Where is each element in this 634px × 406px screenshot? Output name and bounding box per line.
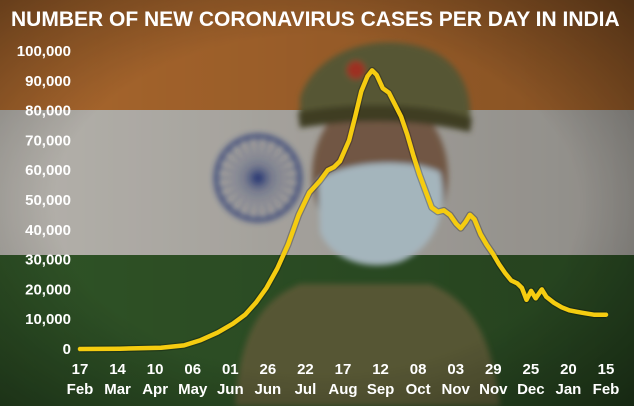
x-tick-day: 15 [598, 361, 615, 378]
x-tick-day: 08 [410, 361, 427, 378]
x-tick-month: Feb [593, 381, 620, 398]
x-tick-day: 17 [72, 361, 89, 378]
y-tick-label: 50,000 [25, 192, 71, 209]
x-tick-month: Jan [555, 381, 581, 398]
x-tick-month: Aug [328, 381, 357, 398]
y-tick-label: 30,000 [25, 252, 71, 269]
x-tick-day: 26 [260, 361, 277, 378]
chart-title: NUMBER OF NEW CORONAVIRUS CASES PER DAY … [11, 8, 620, 31]
x-tick-month: Oct [406, 381, 431, 398]
y-tick-label: 20,000 [25, 281, 71, 298]
x-tick-day: 06 [184, 361, 201, 378]
y-tick-label: 80,000 [25, 103, 71, 120]
x-tick-month: Feb [67, 381, 94, 398]
y-axis: 0 10,000 20,000 30,000 40,000 50,000 60,000 70,… [17, 43, 71, 358]
x-tick-day: 29 [485, 361, 502, 378]
y-tick-label: 70,000 [25, 132, 71, 149]
y-tick-label: 60,000 [25, 162, 71, 179]
x-tick-month: Nov [442, 381, 471, 398]
x-tick-day: 01 [222, 361, 239, 378]
y-tick-label: 40,000 [25, 222, 71, 239]
x-tick-month: Sep [367, 381, 395, 398]
x-tick-month: Dec [517, 381, 545, 398]
x-tick-day: 25 [523, 361, 540, 378]
x-tick-month: Jul [295, 381, 317, 398]
series-line-new-cases [77, 68, 609, 352]
x-tick-day: 12 [372, 361, 389, 378]
y-tick-label: 100,000 [17, 43, 71, 60]
x-tick-month: Nov [479, 381, 508, 398]
x-tick-month: Jun [217, 381, 244, 398]
y-tick-label: 0 [63, 341, 71, 358]
x-tick-month: Jun [255, 381, 282, 398]
x-tick-day: 17 [335, 361, 352, 378]
x-tick-day: 10 [147, 361, 164, 378]
x-axis: 17 Feb 14 Mar 10 Apr 06 May 01 Jun 26 Jun 22 Jul 17 Aug… [67, 361, 620, 398]
x-tick-month: Mar [104, 381, 131, 398]
x-tick-day: 03 [447, 361, 464, 378]
x-tick-day: 22 [297, 361, 314, 378]
y-tick-label: 10,000 [25, 311, 71, 328]
x-tick-day: 20 [560, 361, 577, 378]
series-group [77, 66, 609, 353]
x-tick-day: 14 [109, 361, 126, 378]
x-tick-month: May [178, 381, 208, 398]
x-tick-month: Apr [142, 381, 168, 398]
y-tick-label: 90,000 [25, 73, 71, 90]
